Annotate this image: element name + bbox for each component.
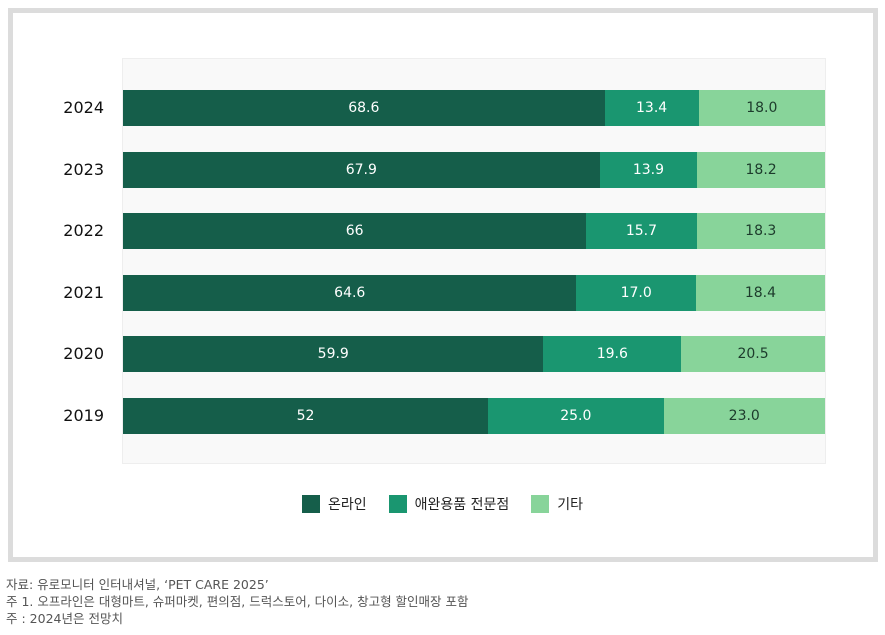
bar-segment: 68.6: [123, 90, 605, 126]
legend-label: 기타: [557, 497, 584, 513]
y-tick-label: 2021: [63, 283, 104, 302]
bar-segment: 15.7: [586, 213, 697, 249]
data-label: 18.0: [746, 100, 778, 116]
legend-swatch: [531, 495, 550, 513]
legend-label: 온라인: [327, 497, 367, 513]
bar-segment: 18.2: [697, 152, 825, 188]
data-label: 68.6: [348, 100, 380, 116]
data-label: 18.3: [745, 223, 777, 239]
y-tick-label: 2022: [63, 221, 104, 240]
legend-item: 애완용품 전문점: [388, 494, 510, 514]
bar-segment: 59.9: [123, 336, 544, 372]
data-label: 59.9: [317, 346, 349, 362]
data-label: 18.4: [744, 285, 776, 301]
bar-segment: 13.9: [599, 152, 698, 188]
legend-swatch: [388, 495, 407, 513]
bar-segment: 52: [123, 398, 489, 434]
data-label: 52: [296, 408, 315, 424]
bar-segment: 18.3: [696, 213, 825, 249]
data-label: 64.6: [334, 285, 366, 301]
source-note: 자료: 유로모니터 인터내셔널, ‘PET CARE 2025’: [6, 577, 269, 592]
data-label: 13.4: [636, 100, 668, 116]
note-2: 주 : 2024년은 전망치: [6, 611, 123, 626]
legend-swatch: [301, 495, 320, 513]
data-label: 20.5: [737, 346, 769, 362]
data-label: 66: [345, 223, 364, 239]
data-label: 25.0: [560, 408, 592, 424]
bar-segment: 64.6: [123, 275, 577, 311]
legend-label: 애완용품 전문점: [414, 497, 510, 513]
bar-segment: 25.0: [488, 398, 664, 434]
bar-segment: 19.6: [543, 336, 682, 372]
legend-item: 온라인: [301, 494, 367, 514]
notes: 자료: 유로모니터 인터내셔널, ‘PET CARE 2025’ 주 1. 오프…: [6, 576, 469, 627]
legend: 온라인 애완용품 전문점 기타: [0, 494, 885, 514]
y-tick-label: 2023: [63, 160, 104, 179]
legend-item: 기타: [531, 494, 583, 514]
bar-segment: 66: [123, 213, 587, 249]
y-tick-label: 2024: [63, 98, 104, 117]
bar-segment: 17.0: [576, 275, 696, 311]
data-label: 23.0: [728, 408, 760, 424]
data-label: 17.0: [620, 285, 652, 301]
bar-segment: 18.4: [695, 275, 825, 311]
bar-segment: 67.9: [123, 152, 600, 188]
data-label: 18.2: [745, 162, 777, 178]
bar-segment: 18.0: [698, 90, 825, 126]
bar-segment: 13.4: [604, 90, 699, 126]
bar-segment: 23.0: [663, 398, 825, 434]
data-label: 19.6: [596, 346, 628, 362]
y-tick-label: 2019: [63, 406, 104, 425]
bar-segment: 20.5: [681, 336, 825, 372]
y-tick-label: 2020: [63, 344, 104, 363]
note-1: 주 1. 오프라인은 대형마트, 슈퍼마켓, 편의점, 드럭스토어, 다이소, …: [6, 594, 469, 609]
data-label: 13.9: [632, 162, 665, 178]
data-label: 67.9: [345, 162, 377, 178]
data-label: 15.7: [625, 223, 657, 239]
